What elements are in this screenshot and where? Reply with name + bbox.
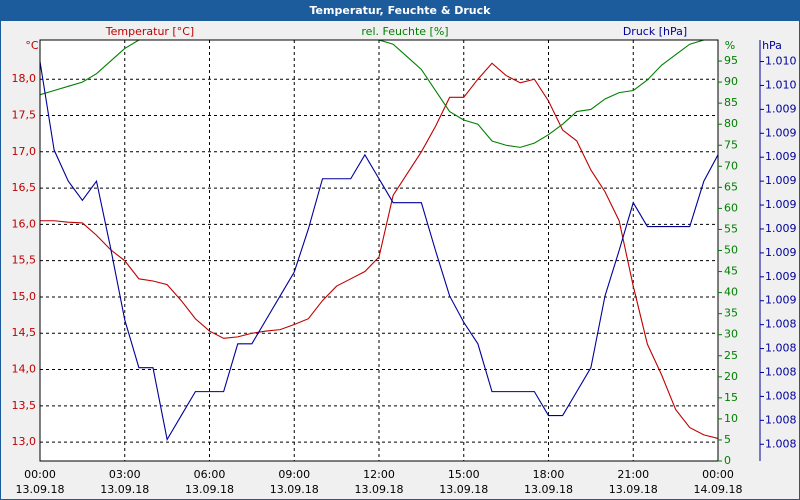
x-tick-label: 06:00 bbox=[194, 468, 226, 481]
x-tick-date: 14.09.18 bbox=[694, 483, 743, 496]
y3-tick-label: 1.008 bbox=[765, 413, 797, 426]
y2-tick-label: 80 bbox=[724, 117, 738, 130]
y2-tick-label: 55 bbox=[724, 222, 738, 235]
y3-tick-label: 1.009 bbox=[765, 126, 797, 139]
x-tick-label: 18:00 bbox=[533, 468, 565, 481]
series-line bbox=[40, 61, 718, 441]
series-line bbox=[40, 40, 718, 148]
y2-tick-label: 5 bbox=[724, 433, 731, 446]
y-tick-label: 16,5 bbox=[12, 181, 37, 194]
y2-tick-label: 0 bbox=[724, 454, 731, 467]
y2-tick-label: 20 bbox=[724, 370, 738, 383]
y2-tick-label: 15 bbox=[724, 391, 738, 404]
x-tick-date: 13.09.18 bbox=[355, 483, 404, 496]
x-tick-date: 13.09.18 bbox=[524, 483, 573, 496]
y3-tick-label: 1.009 bbox=[765, 270, 797, 283]
y-tick-label: 17,0 bbox=[12, 145, 37, 158]
y2-tick-label: 60 bbox=[724, 201, 738, 214]
y3-tick-label: 1.009 bbox=[765, 174, 797, 187]
y3-tick-label: 1.009 bbox=[765, 294, 797, 307]
x-tick-date: 13.09.18 bbox=[439, 483, 488, 496]
y-tick-label: 15,0 bbox=[12, 290, 37, 303]
y3-tick-label: 1.010 bbox=[765, 78, 797, 91]
x-tick-date: 13.09.18 bbox=[16, 483, 65, 496]
y2-tick-label: 10 bbox=[724, 412, 738, 425]
y3-unit: hPa bbox=[762, 39, 782, 52]
x-tick-date: 13.09.18 bbox=[270, 483, 319, 496]
y2-tick-label: 95 bbox=[724, 54, 738, 67]
y-unit: °C bbox=[25, 39, 39, 52]
y-tick-label: 14,0 bbox=[12, 363, 37, 376]
y-tick-label: 16,0 bbox=[12, 217, 37, 230]
y3-tick-label: 1.008 bbox=[765, 389, 797, 402]
x-tick-label: 00:00 bbox=[702, 468, 734, 481]
y2-tick-label: 30 bbox=[724, 328, 738, 341]
y-tick-label: 13,0 bbox=[12, 435, 37, 448]
legend-entry: Temperatur [°C] bbox=[105, 25, 194, 38]
y2-tick-label: 35 bbox=[724, 307, 738, 320]
legend-entry: Druck [hPa] bbox=[623, 25, 687, 38]
y2-tick-label: 25 bbox=[724, 349, 738, 362]
y3-tick-label: 1.008 bbox=[765, 342, 797, 355]
y2-tick-label: 40 bbox=[724, 286, 738, 299]
x-tick-date: 13.09.18 bbox=[100, 483, 149, 496]
y2-tick-label: 50 bbox=[724, 244, 738, 257]
y2-tick-label: 85 bbox=[724, 96, 738, 109]
y2-tick-label: 70 bbox=[724, 159, 738, 172]
x-tick-label: 12:00 bbox=[363, 468, 395, 481]
x-tick-date: 13.09.18 bbox=[185, 483, 234, 496]
x-tick-label: 00:00 bbox=[24, 468, 56, 481]
y3-tick-label: 1.008 bbox=[765, 318, 797, 331]
x-tick-label: 03:00 bbox=[109, 468, 141, 481]
y2-tick-label: 45 bbox=[724, 265, 738, 278]
y3-tick-label: 1.009 bbox=[765, 222, 797, 235]
y3-tick-label: 1.009 bbox=[765, 198, 797, 211]
y3-tick-label: 1.010 bbox=[765, 55, 797, 68]
y-tick-label: 17,5 bbox=[12, 108, 37, 121]
y3-tick-label: 1.008 bbox=[765, 365, 797, 378]
y3-tick-label: 1.009 bbox=[765, 150, 797, 163]
y3-tick-label: 1.009 bbox=[765, 246, 797, 259]
x-tick-label: 21:00 bbox=[617, 468, 649, 481]
y2-unit: % bbox=[725, 39, 735, 52]
y-tick-label: 13,5 bbox=[12, 399, 37, 412]
chart-title: Temperatur, Feuchte & Druck bbox=[310, 4, 492, 17]
y3-tick-label: 1.009 bbox=[765, 102, 797, 115]
legend-entry: rel. Feuchte [%] bbox=[361, 25, 448, 38]
x-tick-date: 13.09.18 bbox=[609, 483, 658, 496]
title-bar bbox=[0, 0, 800, 21]
y-tick-label: 15,5 bbox=[12, 254, 37, 267]
y-tick-label: 18,0 bbox=[12, 72, 37, 85]
y3-tick-label: 1.008 bbox=[765, 437, 797, 450]
series-line bbox=[40, 62, 718, 440]
x-tick-label: 09:00 bbox=[278, 468, 310, 481]
y2-tick-label: 65 bbox=[724, 180, 738, 193]
x-tick-label: 15:00 bbox=[448, 468, 480, 481]
y2-tick-label: 75 bbox=[724, 138, 738, 151]
y2-tick-label: 90 bbox=[724, 75, 738, 88]
y-tick-label: 14,5 bbox=[12, 326, 37, 339]
